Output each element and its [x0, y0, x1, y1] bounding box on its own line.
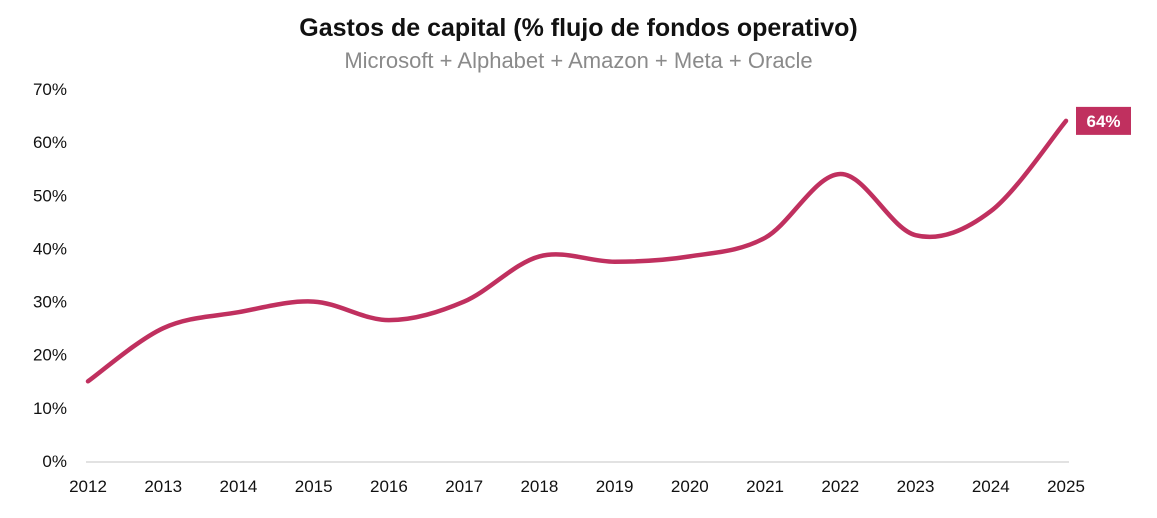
x-axis: 2012 2013 2014 2015 2016 2017 2018 2019 2020 2021…: [69, 477, 1085, 496]
y-tick-label: 60%: [33, 133, 67, 152]
x-tick-label: 2015: [295, 477, 333, 496]
x-tick-label: 2016: [370, 477, 408, 496]
y-tick-label: 50%: [33, 186, 67, 205]
x-tick-label: 2017: [445, 477, 483, 496]
y-tick-label: 40%: [33, 239, 67, 258]
y-tick-label: 10%: [33, 399, 67, 418]
y-axis: 0% 10% 20% 30% 40% 50% 60% 70%: [33, 80, 67, 471]
x-tick-label: 2022: [821, 477, 859, 496]
end-value-label: 64%: [1076, 106, 1131, 135]
y-tick-label: 20%: [33, 346, 67, 365]
series-line: [85, 118, 1069, 384]
x-tick-label: 2014: [220, 477, 258, 496]
y-tick-label: 30%: [33, 293, 67, 312]
end-value-label-background: [1076, 106, 1131, 135]
chart-subtitle: Microsoft + Alphabet + Amazon + Meta + O…: [344, 48, 813, 73]
x-tick-label: 2018: [520, 477, 558, 496]
x-tick-label: 2021: [746, 477, 784, 496]
x-tick-label: 2023: [897, 477, 935, 496]
x-tick-label: 2019: [596, 477, 634, 496]
chart-title: Gastos de capital (% flujo de fondos ope…: [299, 14, 858, 42]
y-tick-label: 70%: [33, 80, 67, 99]
end-value-label-text: 64%: [1086, 112, 1120, 131]
data-points: [86, 119, 1068, 383]
x-tick-label: 2025: [1047, 477, 1085, 496]
x-tick-label: 2013: [144, 477, 182, 496]
x-tick-label: 2024: [972, 477, 1010, 496]
x-tick-label: 2020: [671, 477, 709, 496]
y-tick-label: 0%: [42, 452, 67, 471]
x-tick-label: 2012: [69, 477, 107, 496]
